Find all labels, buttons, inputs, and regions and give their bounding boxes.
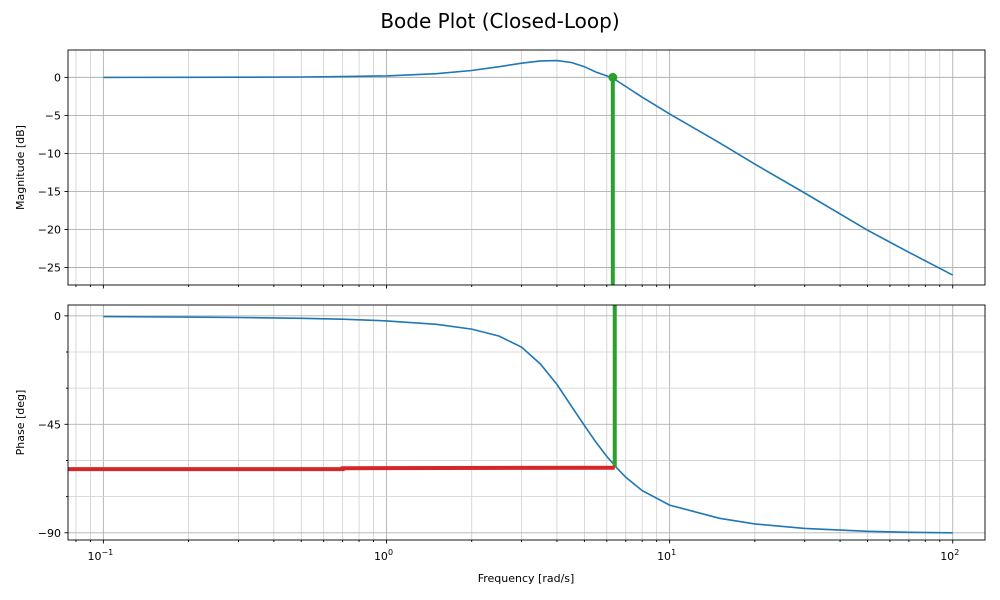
x-tick-label: 102	[940, 548, 959, 563]
phase-frame	[67, 304, 986, 541]
magnitude-y-tick-label: −25	[38, 262, 61, 275]
phase-subplot: 0 −45 −90 Phase [deg]	[14, 304, 986, 544]
phase-ticks: 0 −45 −90	[38, 310, 954, 544]
magnitude-y-tick-label: −5	[45, 109, 61, 122]
magnitude-ylabel: Magnitude [dB]	[14, 125, 27, 210]
phase-y-tick-label: −90	[38, 527, 61, 540]
phase-ylabel: Phase [deg]	[14, 390, 27, 456]
magnitude-frame	[67, 49, 986, 286]
magnitude-y-tick-label: −20	[38, 223, 61, 236]
phase-markers	[68, 305, 617, 472]
phase-y-tick-label: 0	[54, 310, 61, 323]
magnitude-y-tick-label: −15	[38, 185, 61, 198]
magnitude-subplot: 0 −5 −10 −15 −20 −25 Magnitude [dB]	[14, 49, 986, 289]
phase-phase-margin-line	[68, 465, 615, 472]
phase-response-curve	[103, 315, 953, 534]
magnitude-response-curve	[103, 59, 954, 276]
magnitude-crossover-point	[608, 72, 618, 82]
magnitude-ticks: 0 −5 −10 −15 −20 −25	[38, 71, 954, 289]
x-axis-label: Frequency [rad/s]	[478, 572, 575, 585]
magnitude-curves	[103, 59, 954, 276]
chart-title: Bode Plot (Closed-Loop)	[380, 9, 619, 33]
magnitude-y-tick-label: 0	[54, 71, 61, 84]
x-tick-label: 10−1	[87, 548, 113, 563]
x-tick-label: 101	[657, 548, 676, 563]
magnitude-y-tick-label: −10	[38, 147, 61, 160]
phase-y-tick-label: −45	[38, 418, 61, 431]
magnitude-grid	[68, 50, 985, 285]
phase-grid	[68, 305, 985, 540]
phase-curves	[103, 315, 953, 534]
magnitude-markers	[608, 72, 618, 285]
x-tick-label: 100	[374, 548, 393, 563]
